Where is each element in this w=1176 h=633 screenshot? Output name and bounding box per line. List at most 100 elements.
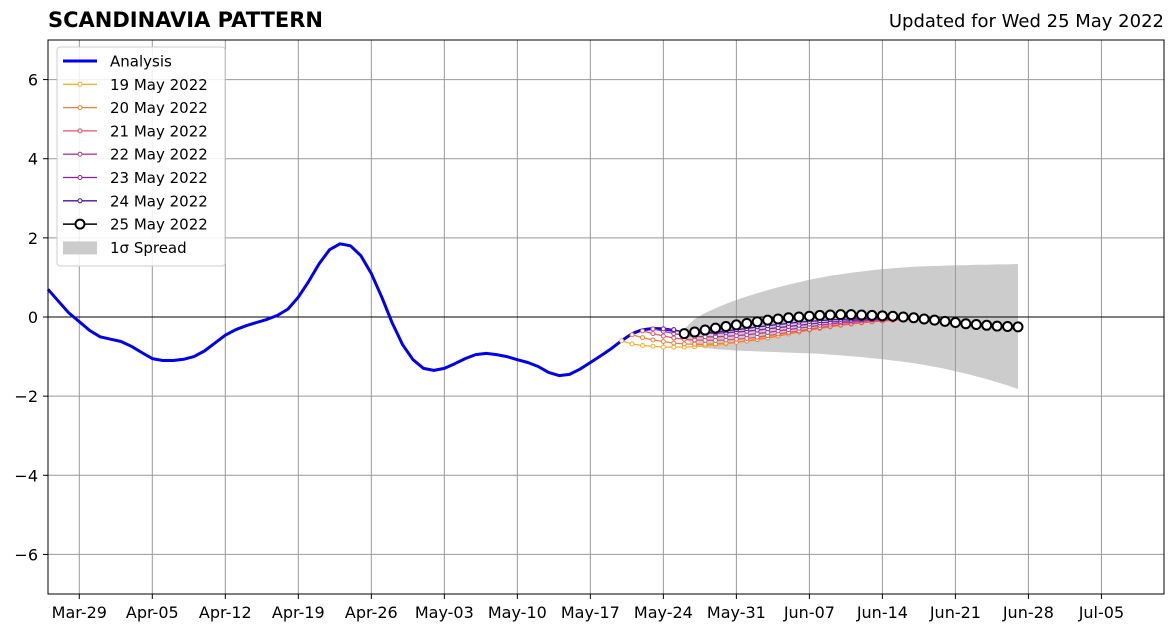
legend-label-24-may-2022: 24 May 2022 [110,192,208,210]
point-20-may-2022 [692,341,698,347]
point-25-may-2022 [720,320,732,332]
point-20-may-2022 [629,332,635,338]
point-25-may-2022 [981,319,993,331]
legend-marker-22-may-2022 [77,151,83,157]
legend-marker-21-may-2022 [77,128,83,134]
legend-label-20-may-2022: 20 May 2022 [110,99,208,117]
point-19-may-2022 [650,343,656,349]
y-tick-label: −4 [14,466,38,485]
point-25-may-2022 [783,312,795,324]
x-tick-label: Apr-05 [126,603,179,622]
legend-label-analysis: Analysis [110,53,172,71]
point-25-may-2022 [876,310,888,322]
x-tick-label: May-03 [415,603,474,622]
point-20-may-2022 [681,341,687,347]
point-25-may-2022 [710,322,722,334]
x-tick-label: Apr-19 [272,603,325,622]
series-layer [46,242,1024,378]
point-25-may-2022 [918,313,930,325]
point-22-may-2022 [650,326,656,332]
point-25-may-2022 [678,328,690,340]
point-25-may-2022 [1012,321,1024,333]
point-20-may-2022 [671,340,677,346]
x-tick-label: Mar-29 [52,603,107,622]
point-20-may-2022 [650,337,656,343]
point-25-may-2022 [908,312,920,324]
y-tick-label: −2 [14,387,38,406]
point-19-may-2022 [629,341,635,347]
point-25-may-2022 [929,314,941,326]
point-25-may-2022 [762,314,774,326]
legend-marker-25-may-2022 [74,218,86,230]
legend-marker-20-may-2022 [77,105,83,111]
point-25-may-2022 [835,309,847,321]
point-25-may-2022 [1002,320,1014,332]
x-tick-label: Jun-21 [929,603,981,622]
y-tick-label: 6 [28,71,38,90]
point-25-may-2022 [730,319,742,331]
legend-label-22-may-2022: 22 May 2022 [110,146,208,164]
point-19-may-2022 [660,344,666,350]
point-21-may-2022 [650,331,656,337]
point-19-may-2022 [640,342,646,348]
point-20-may-2022 [640,335,646,341]
legend-label-21-may-2022: 21 May 2022 [110,122,208,140]
point-25-may-2022 [803,310,815,322]
point-25-may-2022 [866,309,878,321]
x-tick-label: May-10 [488,603,547,622]
point-25-may-2022 [845,309,857,321]
point-21-may-2022 [671,335,677,341]
legend: Analysis 19 May 2022 20 May 2022 21 May 202… [56,46,226,267]
x-tick-label: May-24 [634,603,693,622]
point-25-may-2022 [772,313,784,325]
legend-marker-19-may-2022 [77,81,83,87]
point-24-may-2022 [671,327,677,333]
x-tick-label: May-31 [707,603,766,622]
x-tick-label: Jun-07 [783,603,835,622]
point-19-may-2022 [671,344,677,350]
legend-label-19-may-2022: 19 May 2022 [110,76,208,94]
point-25-may-2022 [991,320,1003,332]
x-tick-label: Jun-14 [856,603,908,622]
point-25-may-2022 [856,309,868,321]
y-tick-label: 0 [28,308,38,327]
point-25-may-2022 [741,317,753,329]
point-25-may-2022 [689,326,701,338]
x-tick-label: Jun-28 [1002,603,1054,622]
chart-title: SCANDINAVIA PATTERN [48,8,323,32]
point-25-may-2022 [793,311,805,323]
x-tick-label: Jul-05 [1078,603,1124,622]
point-25-may-2022 [887,310,899,322]
point-25-may-2022 [960,318,972,330]
point-25-may-2022 [949,317,961,329]
axes-layer: −6 −4 −2 0 2 4 6 Mar-29 Apr-05 Apr-12 Apr-19 Apr-26… [14,71,1124,622]
point-20-may-2022 [660,339,666,345]
updated-subtitle: Updated for Wed 25 May 2022 [888,11,1164,32]
legend-box [56,46,226,267]
point-21-may-2022 [660,333,666,339]
point-25-may-2022 [814,309,826,321]
point-20-may-2022 [702,341,708,347]
x-tick-label: Apr-12 [199,603,252,622]
legend-label-23-may-2022: 23 May 2022 [110,169,208,187]
point-25-may-2022 [699,324,711,336]
y-tick-label: −6 [14,545,38,564]
y-tick-label: 2 [28,229,38,248]
point-25-may-2022 [824,309,836,321]
point-25-may-2022 [897,311,909,323]
legend-spread-swatch [63,241,97,255]
legend-label-25-may-2022: 25 May 2022 [110,216,208,234]
point-23-may-2022 [660,326,666,332]
point-25-may-2022 [939,315,951,327]
legend-marker-24-may-2022 [77,198,83,204]
x-tick-label: Apr-26 [345,603,398,622]
legend-label-spread: 1σ Spread [110,239,187,257]
legend-marker-23-may-2022 [77,175,83,180]
point-25-may-2022 [751,316,763,328]
y-tick-label: 4 [28,150,38,169]
point-25-may-2022 [970,319,982,331]
series-line-analysis [46,242,675,378]
point-21-may-2022 [640,328,646,334]
x-tick-label: May-17 [561,603,620,622]
